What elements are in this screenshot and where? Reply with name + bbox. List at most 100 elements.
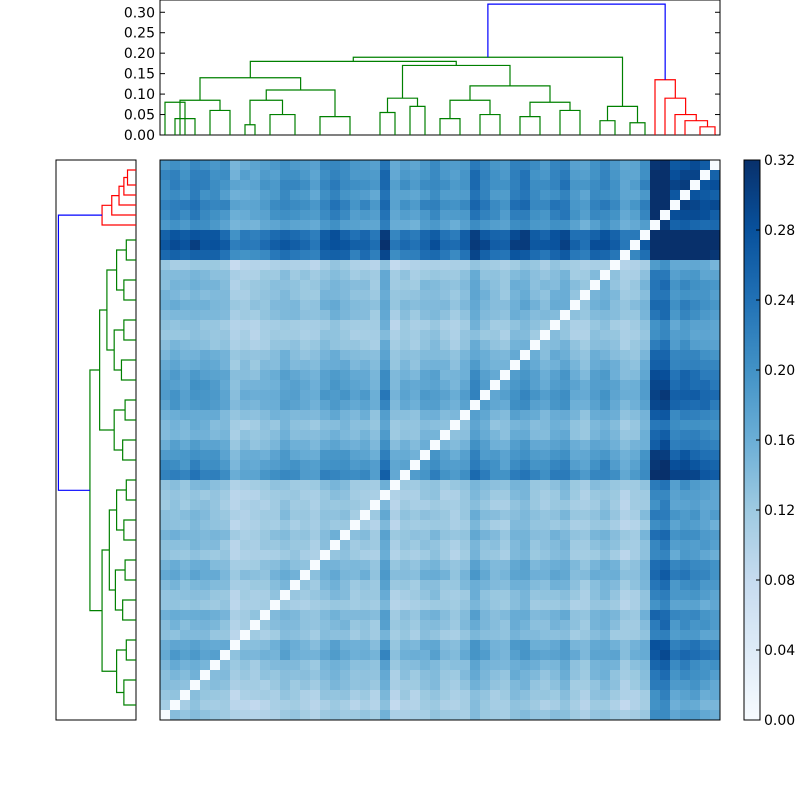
heatmap-cell	[650, 180, 661, 191]
heatmap-cell	[470, 560, 481, 571]
heatmap-cell	[460, 340, 471, 351]
heatmap-cell	[380, 230, 391, 241]
heatmap-cell	[410, 610, 421, 621]
heatmap-cell	[660, 300, 671, 311]
heatmap-cell	[610, 270, 621, 281]
heatmap-cell	[710, 450, 721, 461]
heatmap-cell	[450, 700, 461, 711]
heatmap-cell	[650, 470, 661, 481]
heatmap-cell	[420, 650, 431, 661]
heatmap-cell	[260, 490, 271, 501]
heatmap-cell	[480, 200, 491, 211]
heatmap-cell	[190, 500, 201, 511]
heatmap-cell	[250, 650, 261, 661]
heatmap-cell	[600, 340, 611, 351]
heatmap-cell	[500, 490, 511, 501]
heatmap-cell	[550, 160, 561, 171]
heatmap-cell	[470, 410, 481, 421]
heatmap-cell	[350, 560, 361, 571]
heatmap-cell	[460, 570, 471, 581]
heatmap-cell	[360, 520, 371, 531]
top-dendrogram-link	[319, 115, 351, 135]
heatmap-cell	[660, 280, 671, 291]
heatmap-cell	[220, 550, 231, 561]
heatmap-cell	[330, 270, 341, 281]
heatmap-cell	[460, 580, 471, 591]
heatmap-cell	[550, 390, 561, 401]
colorbar-ticks: 0.000.040.080.120.160.200.240.280.32	[756, 153, 795, 729]
heatmap-cell	[160, 480, 171, 491]
heatmap-cell	[670, 330, 681, 341]
heatmap-cell	[230, 310, 241, 321]
heatmap-cell	[550, 220, 561, 231]
top-dendrogram-link	[699, 126, 716, 135]
heatmap-cell	[260, 170, 271, 181]
heatmap-cell	[310, 500, 321, 511]
heatmap-cell	[340, 450, 351, 461]
heatmap-cell	[170, 170, 181, 181]
heatmap-cell	[710, 370, 721, 381]
heatmap-cell	[570, 200, 581, 211]
heatmap-cell	[170, 460, 181, 471]
heatmap-cell	[470, 160, 481, 171]
heatmap-cell	[170, 190, 181, 201]
heatmap-cell	[350, 640, 361, 651]
heatmap-cell	[460, 380, 471, 391]
heatmap-cell	[500, 540, 511, 551]
heatmap-cell	[620, 690, 631, 701]
heatmap-cell	[630, 670, 641, 681]
heatmap-cell	[590, 400, 601, 411]
heatmap-cell	[460, 560, 471, 571]
heatmap-cell	[350, 390, 361, 401]
heatmap-cell	[250, 520, 261, 531]
heatmap-cell	[590, 550, 601, 561]
heatmap-cell	[340, 290, 351, 301]
heatmap-cell	[550, 650, 561, 661]
heatmap-cell	[260, 530, 271, 541]
heatmap-cell	[320, 200, 331, 211]
heatmap-cell	[690, 660, 701, 671]
heatmap-cell	[520, 440, 531, 451]
heatmap-cell	[520, 380, 531, 391]
heatmap-cell	[590, 560, 601, 571]
heatmap-cell	[370, 650, 381, 661]
heatmap-cell	[390, 340, 401, 351]
heatmap-cell	[330, 420, 341, 431]
heatmap-cell	[260, 360, 271, 371]
heatmap-cell	[330, 450, 341, 461]
heatmap-cell	[580, 240, 591, 251]
heatmap-cell	[280, 420, 291, 431]
heatmap-cell	[270, 420, 281, 431]
heatmap-cell	[230, 650, 241, 661]
heatmap-cell	[190, 210, 201, 221]
heatmap-cell	[580, 410, 591, 421]
heatmap-cell	[700, 410, 711, 421]
heatmap-cell	[200, 390, 211, 401]
heatmap-cell	[710, 470, 721, 481]
heatmap-cell	[220, 190, 231, 201]
heatmap-cell	[250, 310, 261, 321]
heatmap-cell	[520, 500, 531, 511]
heatmap-cell	[370, 260, 381, 271]
heatmap-cell	[170, 540, 181, 551]
heatmap-cell	[510, 430, 521, 441]
heatmap-cell	[490, 400, 501, 411]
heatmap-cell	[420, 690, 431, 701]
heatmap-cell	[540, 280, 551, 291]
heatmap-cell	[180, 520, 191, 531]
heatmap-cell	[230, 630, 241, 641]
heatmap-cell	[450, 390, 461, 401]
heatmap-cell	[410, 310, 421, 321]
heatmap-cell	[480, 240, 491, 251]
heatmap-cell	[390, 450, 401, 461]
heatmap-cell	[650, 340, 661, 351]
heatmap-cell	[370, 160, 381, 171]
heatmap-cell	[190, 530, 201, 541]
heatmap-cell	[180, 280, 191, 291]
heatmap-cell	[440, 210, 451, 221]
heatmap-cell	[270, 520, 281, 531]
heatmap-cell	[300, 460, 311, 471]
heatmap-cell	[550, 420, 561, 431]
heatmap-cell	[360, 170, 371, 181]
heatmap-cell	[710, 560, 721, 571]
